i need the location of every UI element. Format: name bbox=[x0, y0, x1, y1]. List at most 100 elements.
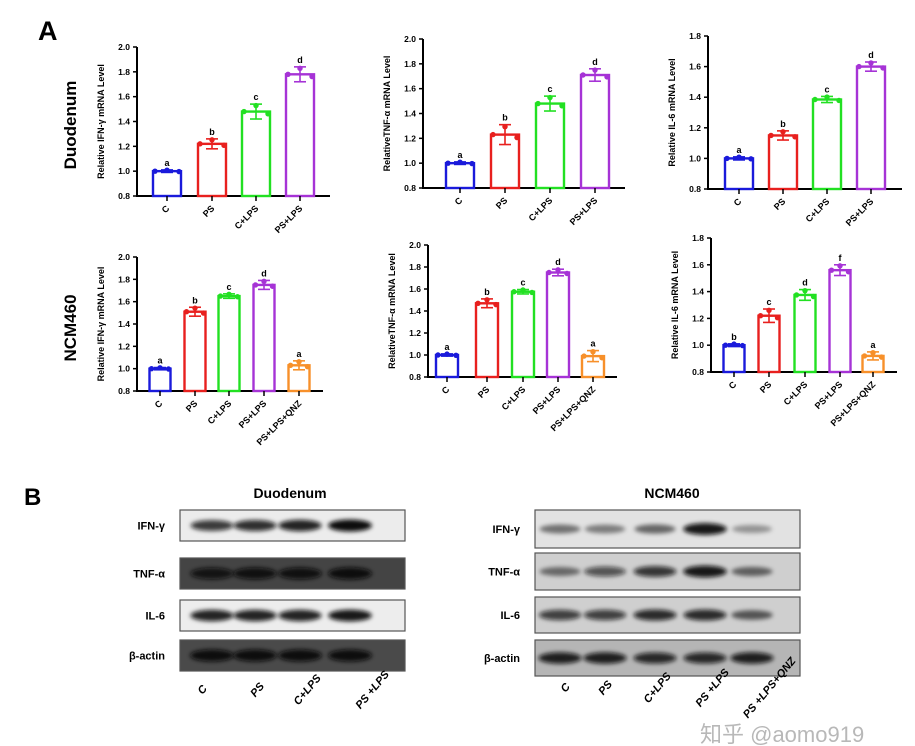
bar-c-lps bbox=[793, 293, 817, 374]
data-point bbox=[559, 103, 565, 109]
blot-band bbox=[538, 609, 582, 621]
blot-band bbox=[328, 519, 372, 532]
data-point bbox=[453, 352, 459, 359]
x-tick-label: PS bbox=[772, 196, 788, 212]
significance-letter: a bbox=[296, 349, 302, 359]
x-tick-label: C bbox=[440, 384, 452, 396]
bar-c-lps bbox=[240, 110, 272, 198]
x-tick-label: C+LPS bbox=[233, 203, 261, 231]
y-axis-label: RelativeTNF-α mRNA Level bbox=[387, 253, 397, 369]
x-tick-label: PS bbox=[201, 203, 217, 219]
bar-c bbox=[723, 157, 755, 191]
y-tick-label: 1.2 bbox=[692, 313, 704, 323]
blot-band bbox=[731, 524, 773, 534]
y-tick-label: 2.0 bbox=[409, 240, 421, 250]
data-point bbox=[304, 363, 311, 370]
blot-row-2: TNF-α bbox=[488, 552, 801, 591]
significance-letter: a bbox=[457, 150, 463, 160]
data-point bbox=[768, 132, 774, 139]
data-point bbox=[748, 156, 754, 162]
blot-band bbox=[633, 566, 677, 577]
blot-band bbox=[328, 649, 372, 662]
y-axis-label: Relative IL-6 mRNA Level bbox=[667, 58, 677, 166]
bar-chart-2: 0.8 1.0 1.2 1.4 1.6 1.8 2.0 RelativeTNF-α mRNA … bbox=[382, 34, 625, 227]
blot-lane-label: PS +LPS bbox=[353, 668, 392, 711]
y-tick-label: 1.2 bbox=[118, 341, 130, 351]
blot-band bbox=[683, 565, 727, 578]
data-point bbox=[493, 301, 499, 308]
data-point bbox=[546, 269, 552, 276]
y-tick-label: 1.6 bbox=[409, 284, 421, 294]
data-point bbox=[148, 365, 155, 372]
y-tick-label: 1.4 bbox=[404, 109, 416, 119]
data-point bbox=[792, 134, 798, 140]
blot-title: NCM460 bbox=[644, 485, 699, 501]
data-point bbox=[828, 267, 835, 273]
blot-band bbox=[683, 652, 727, 664]
blot-band bbox=[190, 649, 234, 662]
blot-band bbox=[233, 567, 277, 580]
y-tick-label: 1.0 bbox=[404, 158, 416, 168]
blot-row-1: IFN-γ bbox=[493, 509, 801, 549]
blot-band bbox=[278, 649, 322, 662]
data-point bbox=[221, 142, 227, 149]
significance-letter: b bbox=[209, 127, 215, 137]
y-tick-label: 1.6 bbox=[689, 62, 701, 72]
data-point bbox=[880, 65, 886, 71]
data-point bbox=[287, 362, 294, 369]
data-point bbox=[739, 342, 746, 349]
y-tick-label: 1.2 bbox=[409, 328, 421, 338]
blot-lane-label: C+LPS bbox=[292, 672, 325, 708]
data-point bbox=[265, 111, 271, 117]
data-point bbox=[197, 141, 203, 147]
blot-band bbox=[538, 652, 582, 664]
y-tick-label: 1.0 bbox=[118, 166, 130, 176]
blot-band bbox=[190, 609, 234, 622]
blot-band bbox=[584, 524, 626, 534]
data-point bbox=[529, 289, 535, 296]
bar-ps bbox=[474, 302, 500, 379]
blot-row-label: β-actin bbox=[484, 653, 520, 665]
significance-letter: c bbox=[766, 297, 771, 307]
data-point bbox=[604, 74, 610, 80]
y-tick-label: 0.8 bbox=[409, 372, 421, 382]
blot-band bbox=[633, 609, 677, 621]
data-point bbox=[457, 159, 463, 165]
x-tick-label: PS bbox=[494, 195, 510, 211]
data-point bbox=[269, 283, 276, 289]
blot-band bbox=[328, 609, 372, 622]
data-point bbox=[309, 73, 315, 80]
significance-letter: d bbox=[261, 268, 267, 278]
y-tick-label: 1.2 bbox=[118, 141, 130, 151]
x-tick-label: PS+LPS bbox=[273, 203, 305, 235]
bar-c bbox=[434, 353, 460, 379]
x-tick-label: PS+LPS bbox=[237, 398, 269, 430]
western-blot-duodenum: Duodenum IFN-γ TNF-α IL-6 β-actin C PS C+LPS PS … bbox=[129, 485, 406, 711]
data-point bbox=[810, 293, 817, 300]
x-tick-label: PS bbox=[184, 398, 200, 414]
bar-c-lps bbox=[534, 102, 566, 190]
significance-letter: d bbox=[868, 50, 874, 60]
blot-band bbox=[683, 609, 727, 621]
blot-band bbox=[539, 567, 581, 576]
x-tick-label: PS+LPS bbox=[531, 384, 563, 416]
y-tick-label: 1.8 bbox=[118, 274, 130, 284]
blot-row-label: β-actin bbox=[129, 651, 165, 663]
data-point bbox=[856, 63, 862, 70]
data-point bbox=[766, 307, 772, 314]
bar-ps-lps bbox=[252, 283, 276, 393]
y-axis-label: Relative IFN-γ mRNA Level bbox=[96, 267, 106, 382]
y-axis-label: Relative IL-6 mRNA Level bbox=[670, 251, 680, 359]
panel-label-b: B bbox=[24, 484, 41, 511]
data-point bbox=[580, 72, 586, 78]
blot-lane-label: PS bbox=[248, 680, 267, 699]
y-tick-label: 1.0 bbox=[118, 364, 130, 374]
data-point bbox=[824, 94, 830, 100]
data-point bbox=[861, 353, 868, 359]
data-point bbox=[234, 294, 241, 300]
significance-letter: c bbox=[824, 84, 829, 94]
significance-letter: b bbox=[484, 287, 490, 297]
bar-chart-4: 0.8 1.0 1.2 1.4 1.6 1.8 2.0 Relative IFN-γ mRNA… bbox=[96, 252, 323, 447]
y-tick-label: 1.2 bbox=[404, 133, 416, 143]
data-point bbox=[581, 353, 587, 359]
